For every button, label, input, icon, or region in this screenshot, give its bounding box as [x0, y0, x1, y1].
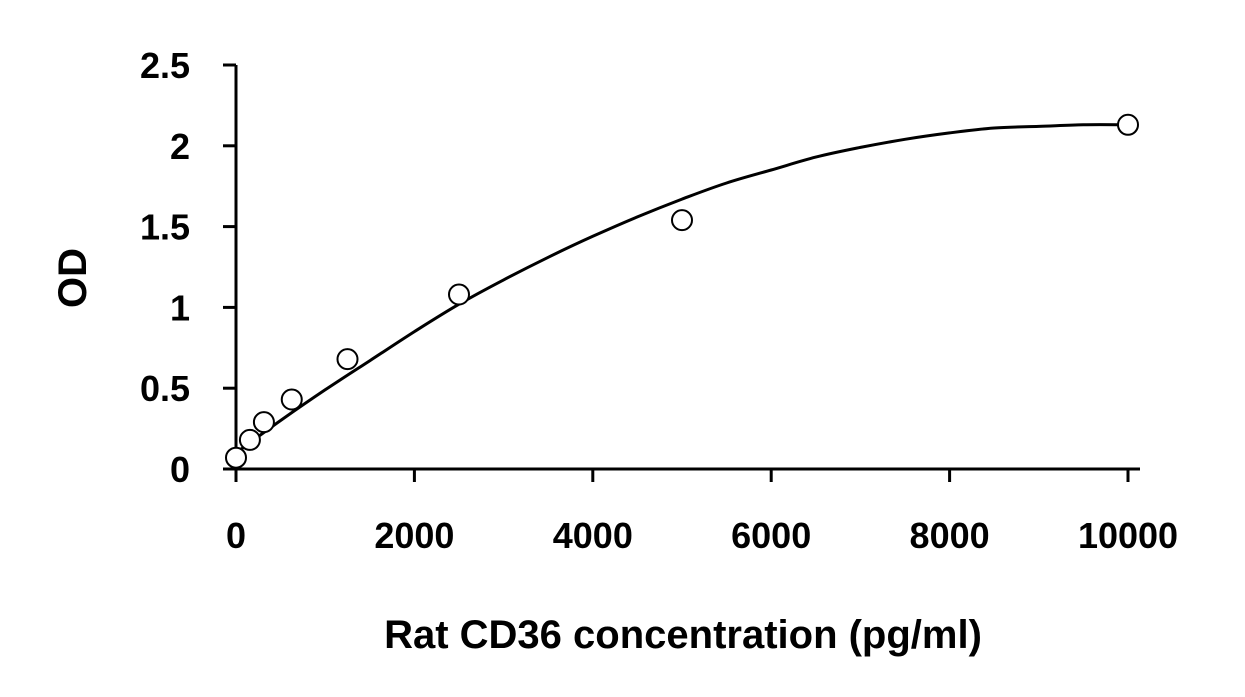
x-tick-label: 6000 — [731, 515, 811, 556]
y-tick-label: 0.5 — [140, 368, 190, 409]
x-tick-label: 10000 — [1078, 515, 1178, 556]
x-tick-label: 8000 — [910, 515, 990, 556]
data-point — [336, 348, 359, 371]
data-point — [280, 388, 303, 411]
axes — [234, 65, 1140, 471]
x-ticks: 0 2000 4000 6000 8000 10000 — [226, 469, 1178, 556]
y-axis-title: OD — [51, 248, 95, 308]
x-tick-label: 4000 — [553, 515, 633, 556]
data-point — [238, 428, 261, 451]
y-tick-label: 2.5 — [140, 45, 190, 86]
data-points — [225, 113, 1139, 469]
data-point — [225, 446, 247, 469]
data-point — [448, 283, 470, 306]
data-point — [1117, 113, 1139, 136]
y-tick-label: 0 — [170, 449, 190, 490]
y-ticks: 0 0.5 1 1.5 2 2.5 — [140, 45, 236, 490]
data-point — [252, 411, 275, 434]
y-tick-label: 1 — [170, 287, 190, 328]
x-tick-label: 2000 — [374, 515, 454, 556]
x-tick-label: 0 — [226, 515, 246, 556]
fit-curve — [235, 123, 1129, 455]
data-point — [671, 209, 693, 232]
y-tick-label: 2 — [170, 126, 190, 167]
x-axis-title: Rat CD36 concentration (pg/ml) — [384, 613, 982, 657]
y-tick-label: 1.5 — [140, 207, 190, 248]
